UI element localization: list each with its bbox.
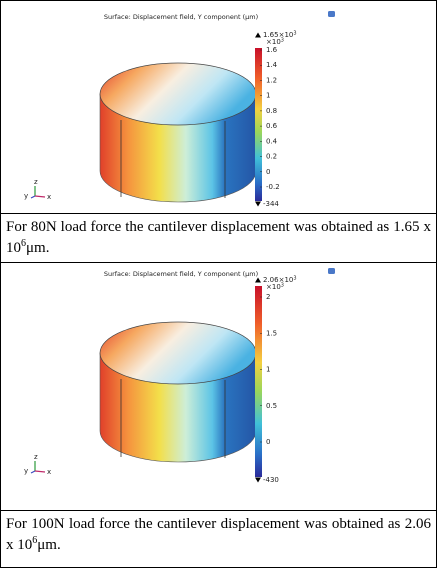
- cylinder-top: [99, 62, 257, 126]
- colorbar-max-label: 2.06×10: [263, 276, 293, 284]
- caption: For 80N load force the cantilever displa…: [1, 214, 436, 263]
- cylinder-top: [99, 321, 257, 385]
- caption-superscript: 6: [32, 535, 38, 546]
- toolbar-icon: [328, 11, 335, 17]
- caption: For 100N load force the cantilever displ…: [1, 511, 436, 567]
- axis-x: [34, 470, 46, 473]
- colorbar-tick-label: 1.2: [266, 76, 277, 84]
- axis-x: [34, 195, 46, 198]
- colorbar-tick-label: 1: [266, 92, 270, 100]
- axis-y-label: y: [24, 467, 28, 475]
- axis-z-label: z: [34, 453, 38, 461]
- plot-title: Surface: Displacement field, Y component…: [104, 270, 258, 278]
- colorbar: [255, 48, 262, 201]
- min-marker: [255, 201, 261, 207]
- colorbar-max-exp: 3: [293, 275, 296, 281]
- colorbar-tick-label: 0.5: [266, 402, 277, 410]
- axis-y: [30, 470, 36, 474]
- caption-superscript: 6: [21, 238, 26, 249]
- colorbar-min: -344: [263, 200, 279, 208]
- colorbar-min: -430: [263, 476, 279, 484]
- colorbar-tick-label: -0.2: [266, 183, 280, 191]
- toolbar-icon: [328, 268, 335, 274]
- colorbar-tick-label: 0.2: [266, 153, 277, 161]
- colorbar-tick-label: 1.4: [266, 61, 278, 69]
- figure-row: Surface: Displacement field, Y component…: [1, 1, 436, 214]
- figure-row: Surface: Displacement field, Y component…: [1, 263, 436, 511]
- colorbar-tick-label: 2: [266, 293, 270, 301]
- colorbar-scale: ×103: [266, 37, 284, 46]
- colorbar-scale: ×103: [266, 282, 284, 291]
- axis-y: [30, 195, 36, 199]
- plot-image: Surface: Displacement field, Y component…: [24, 11, 335, 208]
- caption-unit: μm.: [26, 240, 50, 256]
- caption-unit: μm.: [37, 537, 61, 553]
- plot-title: Surface: Displacement field, Y component…: [104, 13, 258, 21]
- colorbar-tick-label: 0: [266, 168, 270, 176]
- colorbar-max: 2.06×103: [263, 275, 297, 284]
- plot-image: Surface: Displacement field, Y component…: [24, 268, 335, 484]
- caption-text: For 80N load force the cantilever displa…: [6, 219, 431, 256]
- colorbar-max-exp: 3: [293, 30, 296, 36]
- axis-x-label: x: [47, 193, 51, 201]
- colorbar-scale-exp: 3: [281, 282, 284, 288]
- axis-z-label: z: [34, 178, 38, 186]
- colorbar-scale-label: ×10: [266, 38, 281, 46]
- min-marker: [255, 477, 261, 483]
- colorbar-tick-label: 1.6: [266, 46, 278, 54]
- colorbar-tick-label: 0: [266, 438, 270, 446]
- colorbar-scale-label: ×10: [266, 283, 281, 291]
- colorbar-tick-label: 0.4: [266, 137, 278, 145]
- max-marker: [255, 32, 261, 38]
- colorbar-tick-label: 1.5: [266, 329, 277, 337]
- colorbar-max: 1.65×103: [263, 30, 297, 39]
- axis-x-label: x: [47, 468, 51, 476]
- colorbar-scale-exp: 3: [281, 37, 284, 43]
- colorbar-tick-label: 0.8: [266, 107, 277, 115]
- axis-y-label: y: [24, 192, 28, 200]
- colorbar-max-label: 1.65×10: [263, 31, 293, 39]
- max-marker: [255, 277, 261, 283]
- colorbar-tick-label: 1: [266, 366, 270, 374]
- colorbar: [255, 286, 262, 477]
- caption-text: For 100N load force the cantilever displ…: [6, 516, 431, 553]
- colorbar-tick-label: 0.6: [266, 122, 278, 130]
